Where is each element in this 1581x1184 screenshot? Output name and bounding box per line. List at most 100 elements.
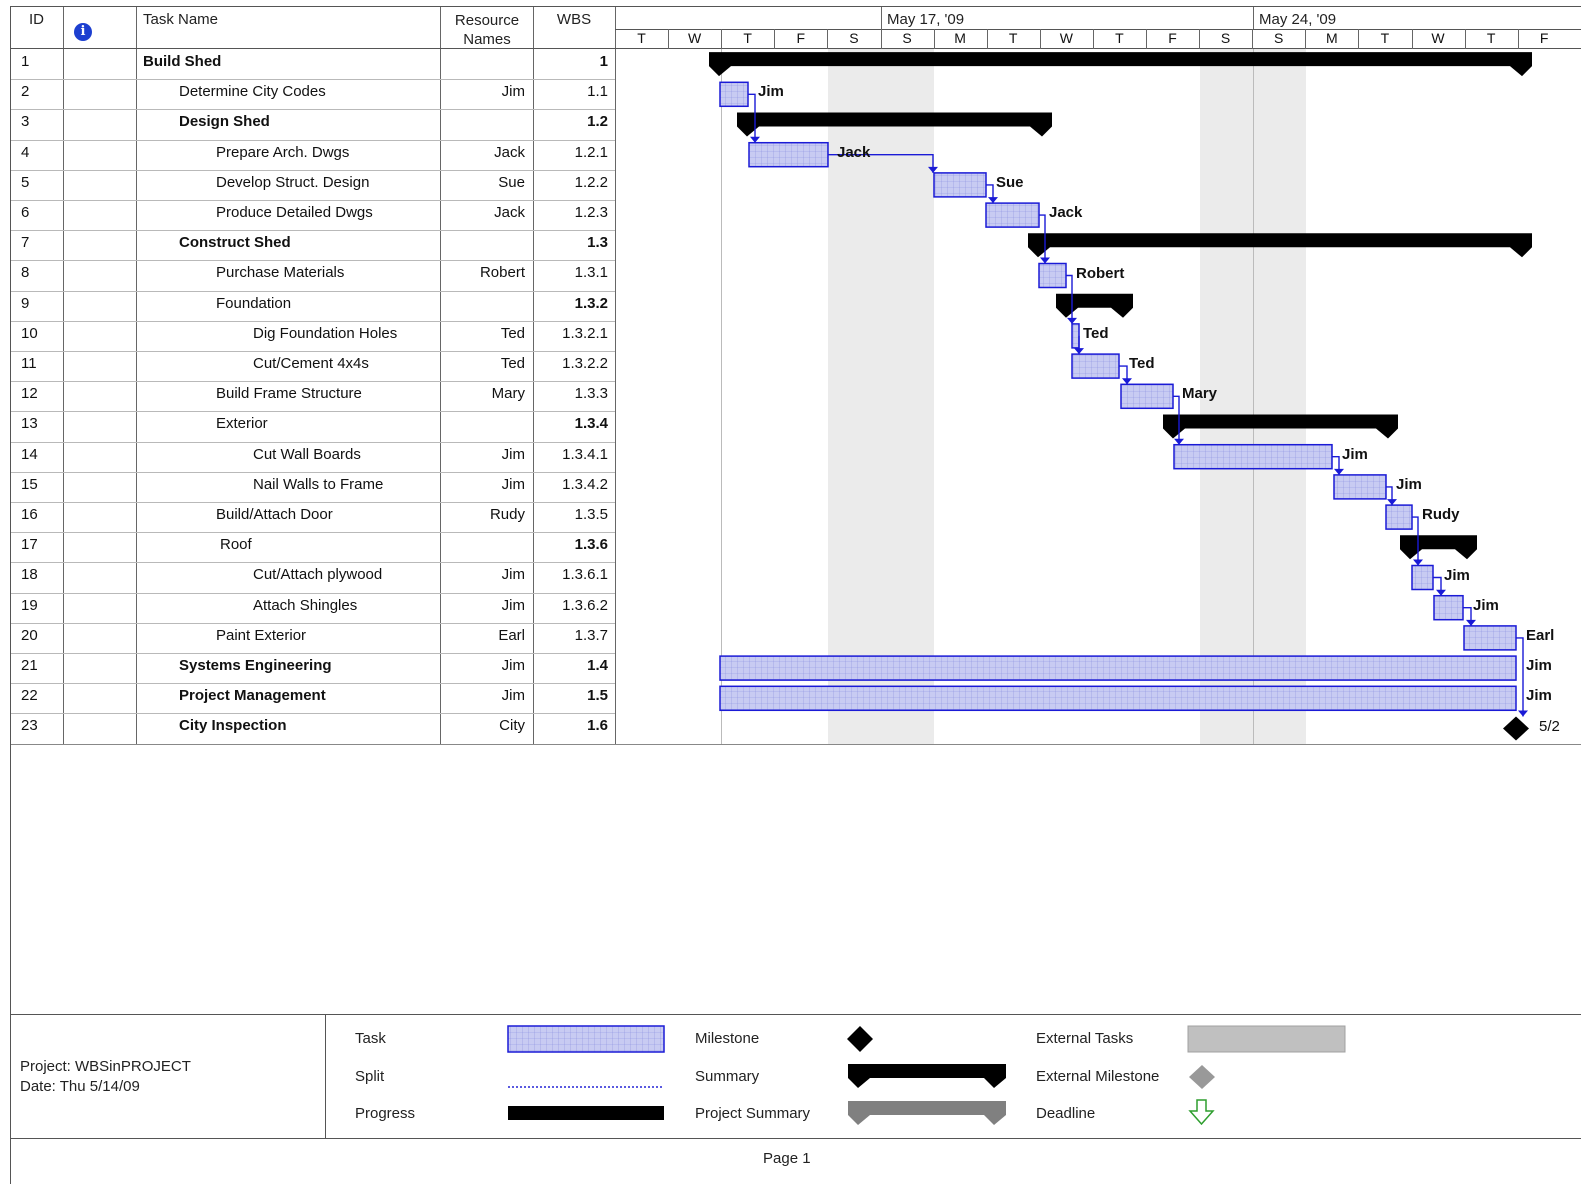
- task-wbs[interactable]: 1.2.2: [574, 173, 608, 191]
- table-row[interactable]: 13 Exterior 1.3.4: [11, 411, 615, 441]
- table-row[interactable]: 20 Paint Exterior Earl 1.3.7: [11, 623, 615, 653]
- task-bar[interactable]: [1385, 504, 1413, 530]
- table-row[interactable]: 8 Purchase Materials Robert 1.3.1: [11, 260, 615, 290]
- task-wbs[interactable]: 1.3.2: [574, 294, 608, 312]
- task-resource[interactable]: Jim: [501, 687, 525, 705]
- task-wbs[interactable]: 1.4: [587, 657, 608, 674]
- task-name[interactable]: Cut/Attach plywood: [253, 566, 383, 584]
- summary-bar[interactable]: [1163, 414, 1398, 439]
- task-bar[interactable]: [1071, 323, 1080, 349]
- task-name[interactable]: Project Management: [179, 687, 326, 705]
- task-bar[interactable]: [1411, 564, 1434, 591]
- table-row[interactable]: 19 Attach Shingles Jim 1.3.6.2: [11, 593, 615, 623]
- table-row[interactable]: 1 Build Shed 1: [11, 49, 615, 79]
- summary-bar[interactable]: [1028, 233, 1532, 258]
- task-name[interactable]: Produce Detailed Dwgs: [216, 204, 373, 221]
- task-name[interactable]: City Inspection: [179, 717, 287, 735]
- table-row[interactable]: 2 Determine City Codes Jim 1.1: [11, 79, 615, 109]
- task-wbs[interactable]: 1.2: [587, 113, 608, 131]
- table-row[interactable]: 9 Foundation 1.3.2: [11, 291, 615, 321]
- table-row[interactable]: 3 Design Shed 1.2: [11, 109, 615, 139]
- table-row[interactable]: 23 City Inspection City 1.6: [11, 713, 615, 743]
- task-resource[interactable]: Earl: [498, 626, 525, 644]
- task-resource[interactable]: Jack: [494, 143, 525, 161]
- resource-names-column-header[interactable]: Resource Names: [441, 11, 533, 49]
- milestone-marker[interactable]: [1503, 716, 1529, 741]
- task-wbs[interactable]: 1.3.4: [574, 415, 608, 433]
- task-resource[interactable]: Jim: [501, 83, 525, 101]
- task-bar[interactable]: [1433, 594, 1464, 621]
- task-wbs[interactable]: 1.3.4.2: [562, 475, 608, 493]
- task-wbs[interactable]: 1.3.6: [574, 536, 608, 554]
- task-resource[interactable]: Sue: [498, 173, 525, 191]
- task-wbs[interactable]: 1: [599, 53, 608, 70]
- task-name-column-header[interactable]: Task Name: [143, 11, 219, 28]
- task-name[interactable]: Exterior: [216, 415, 268, 433]
- summary-bar[interactable]: [1056, 293, 1133, 318]
- table-row[interactable]: 11 Cut/Cement 4x4s Ted 1.3.2.2: [11, 351, 615, 381]
- task-bar[interactable]: [1333, 474, 1387, 500]
- task-wbs[interactable]: 1.3.4.1: [562, 445, 608, 463]
- task-resource[interactable]: Jim: [501, 475, 525, 493]
- task-resource[interactable]: Ted: [500, 355, 525, 372]
- task-bar[interactable]: [1463, 625, 1517, 651]
- task-resource[interactable]: Rudy: [489, 506, 525, 523]
- task-name[interactable]: Attach Shingles: [253, 596, 358, 614]
- task-name[interactable]: Paint Exterior: [216, 626, 307, 644]
- task-wbs[interactable]: 1.5: [587, 687, 608, 705]
- task-name[interactable]: Build Shed: [143, 53, 222, 70]
- task-resource[interactable]: Jim: [501, 445, 525, 463]
- table-row[interactable]: 4 Prepare Arch. Dwgs Jack 1.2.1: [11, 140, 615, 170]
- task-bar[interactable]: [719, 685, 1517, 712]
- task-wbs[interactable]: 1.3.2.2: [562, 355, 608, 372]
- task-name[interactable]: Develop Struct. Design: [216, 173, 370, 191]
- task-name[interactable]: Design Shed: [179, 113, 270, 131]
- task-wbs[interactable]: 1.1: [587, 83, 608, 101]
- task-name[interactable]: Purchase Materials: [216, 264, 345, 282]
- task-resource[interactable]: City: [499, 717, 525, 735]
- task-wbs[interactable]: 1.2.1: [574, 143, 608, 161]
- task-name[interactable]: Cut Wall Boards: [253, 445, 361, 463]
- table-row[interactable]: 22 Project Management Jim 1.5: [11, 683, 615, 713]
- task-name[interactable]: Nail Walls to Frame: [253, 475, 384, 493]
- task-resource[interactable]: Mary: [491, 385, 525, 403]
- task-name[interactable]: Roof: [220, 536, 252, 554]
- task-resource[interactable]: Jack: [494, 204, 525, 221]
- task-bar[interactable]: [1120, 383, 1174, 410]
- task-wbs[interactable]: 1.6: [587, 717, 608, 735]
- task-bar[interactable]: [933, 172, 987, 198]
- table-row[interactable]: 21 Systems Engineering Jim 1.4: [11, 653, 615, 683]
- task-wbs[interactable]: 1.3: [587, 234, 608, 252]
- task-bar[interactable]: [719, 81, 749, 108]
- summary-bar[interactable]: [1400, 535, 1477, 560]
- wbs-column-header[interactable]: WBS: [556, 11, 592, 28]
- task-bar[interactable]: [748, 141, 829, 168]
- task-name[interactable]: Prepare Arch. Dwgs: [216, 143, 350, 161]
- task-wbs[interactable]: 1.2.3: [574, 204, 608, 221]
- task-wbs[interactable]: 1.3.3: [574, 385, 608, 403]
- task-wbs[interactable]: 1.3.7: [574, 626, 608, 644]
- id-column-header[interactable]: ID: [29, 11, 44, 28]
- task-bar[interactable]: [1071, 353, 1120, 379]
- task-resource[interactable]: Jim: [501, 596, 525, 614]
- table-row[interactable]: 16 Build/Attach Door Rudy 1.3.5: [11, 502, 615, 532]
- task-wbs[interactable]: 1.3.1: [574, 264, 608, 282]
- task-bar[interactable]: [985, 202, 1040, 228]
- task-name[interactable]: Build/Attach Door: [216, 506, 333, 523]
- task-name[interactable]: Systems Engineering: [179, 657, 332, 674]
- task-name[interactable]: Build Frame Structure: [216, 385, 362, 403]
- task-resource[interactable]: Ted: [500, 324, 525, 342]
- task-wbs[interactable]: 1.3.5: [574, 506, 608, 523]
- task-wbs[interactable]: 1.3.6.2: [562, 596, 608, 614]
- task-resource[interactable]: Jim: [501, 566, 525, 584]
- table-row[interactable]: 15 Nail Walls to Frame Jim 1.3.4.2: [11, 472, 615, 502]
- task-resource[interactable]: Robert: [479, 264, 525, 282]
- summary-bar[interactable]: [737, 112, 1052, 137]
- table-row[interactable]: 17 Roof 1.3.6: [11, 532, 615, 562]
- table-row[interactable]: 5 Develop Struct. Design Sue 1.2.2: [11, 170, 615, 200]
- task-resource[interactable]: Jim: [501, 657, 525, 674]
- task-name[interactable]: Construct Shed: [179, 234, 291, 252]
- table-row[interactable]: 6 Produce Detailed Dwgs Jack 1.2.3: [11, 200, 615, 230]
- summary-bar[interactable]: [709, 52, 1532, 77]
- task-wbs[interactable]: 1.3.6.1: [562, 566, 608, 584]
